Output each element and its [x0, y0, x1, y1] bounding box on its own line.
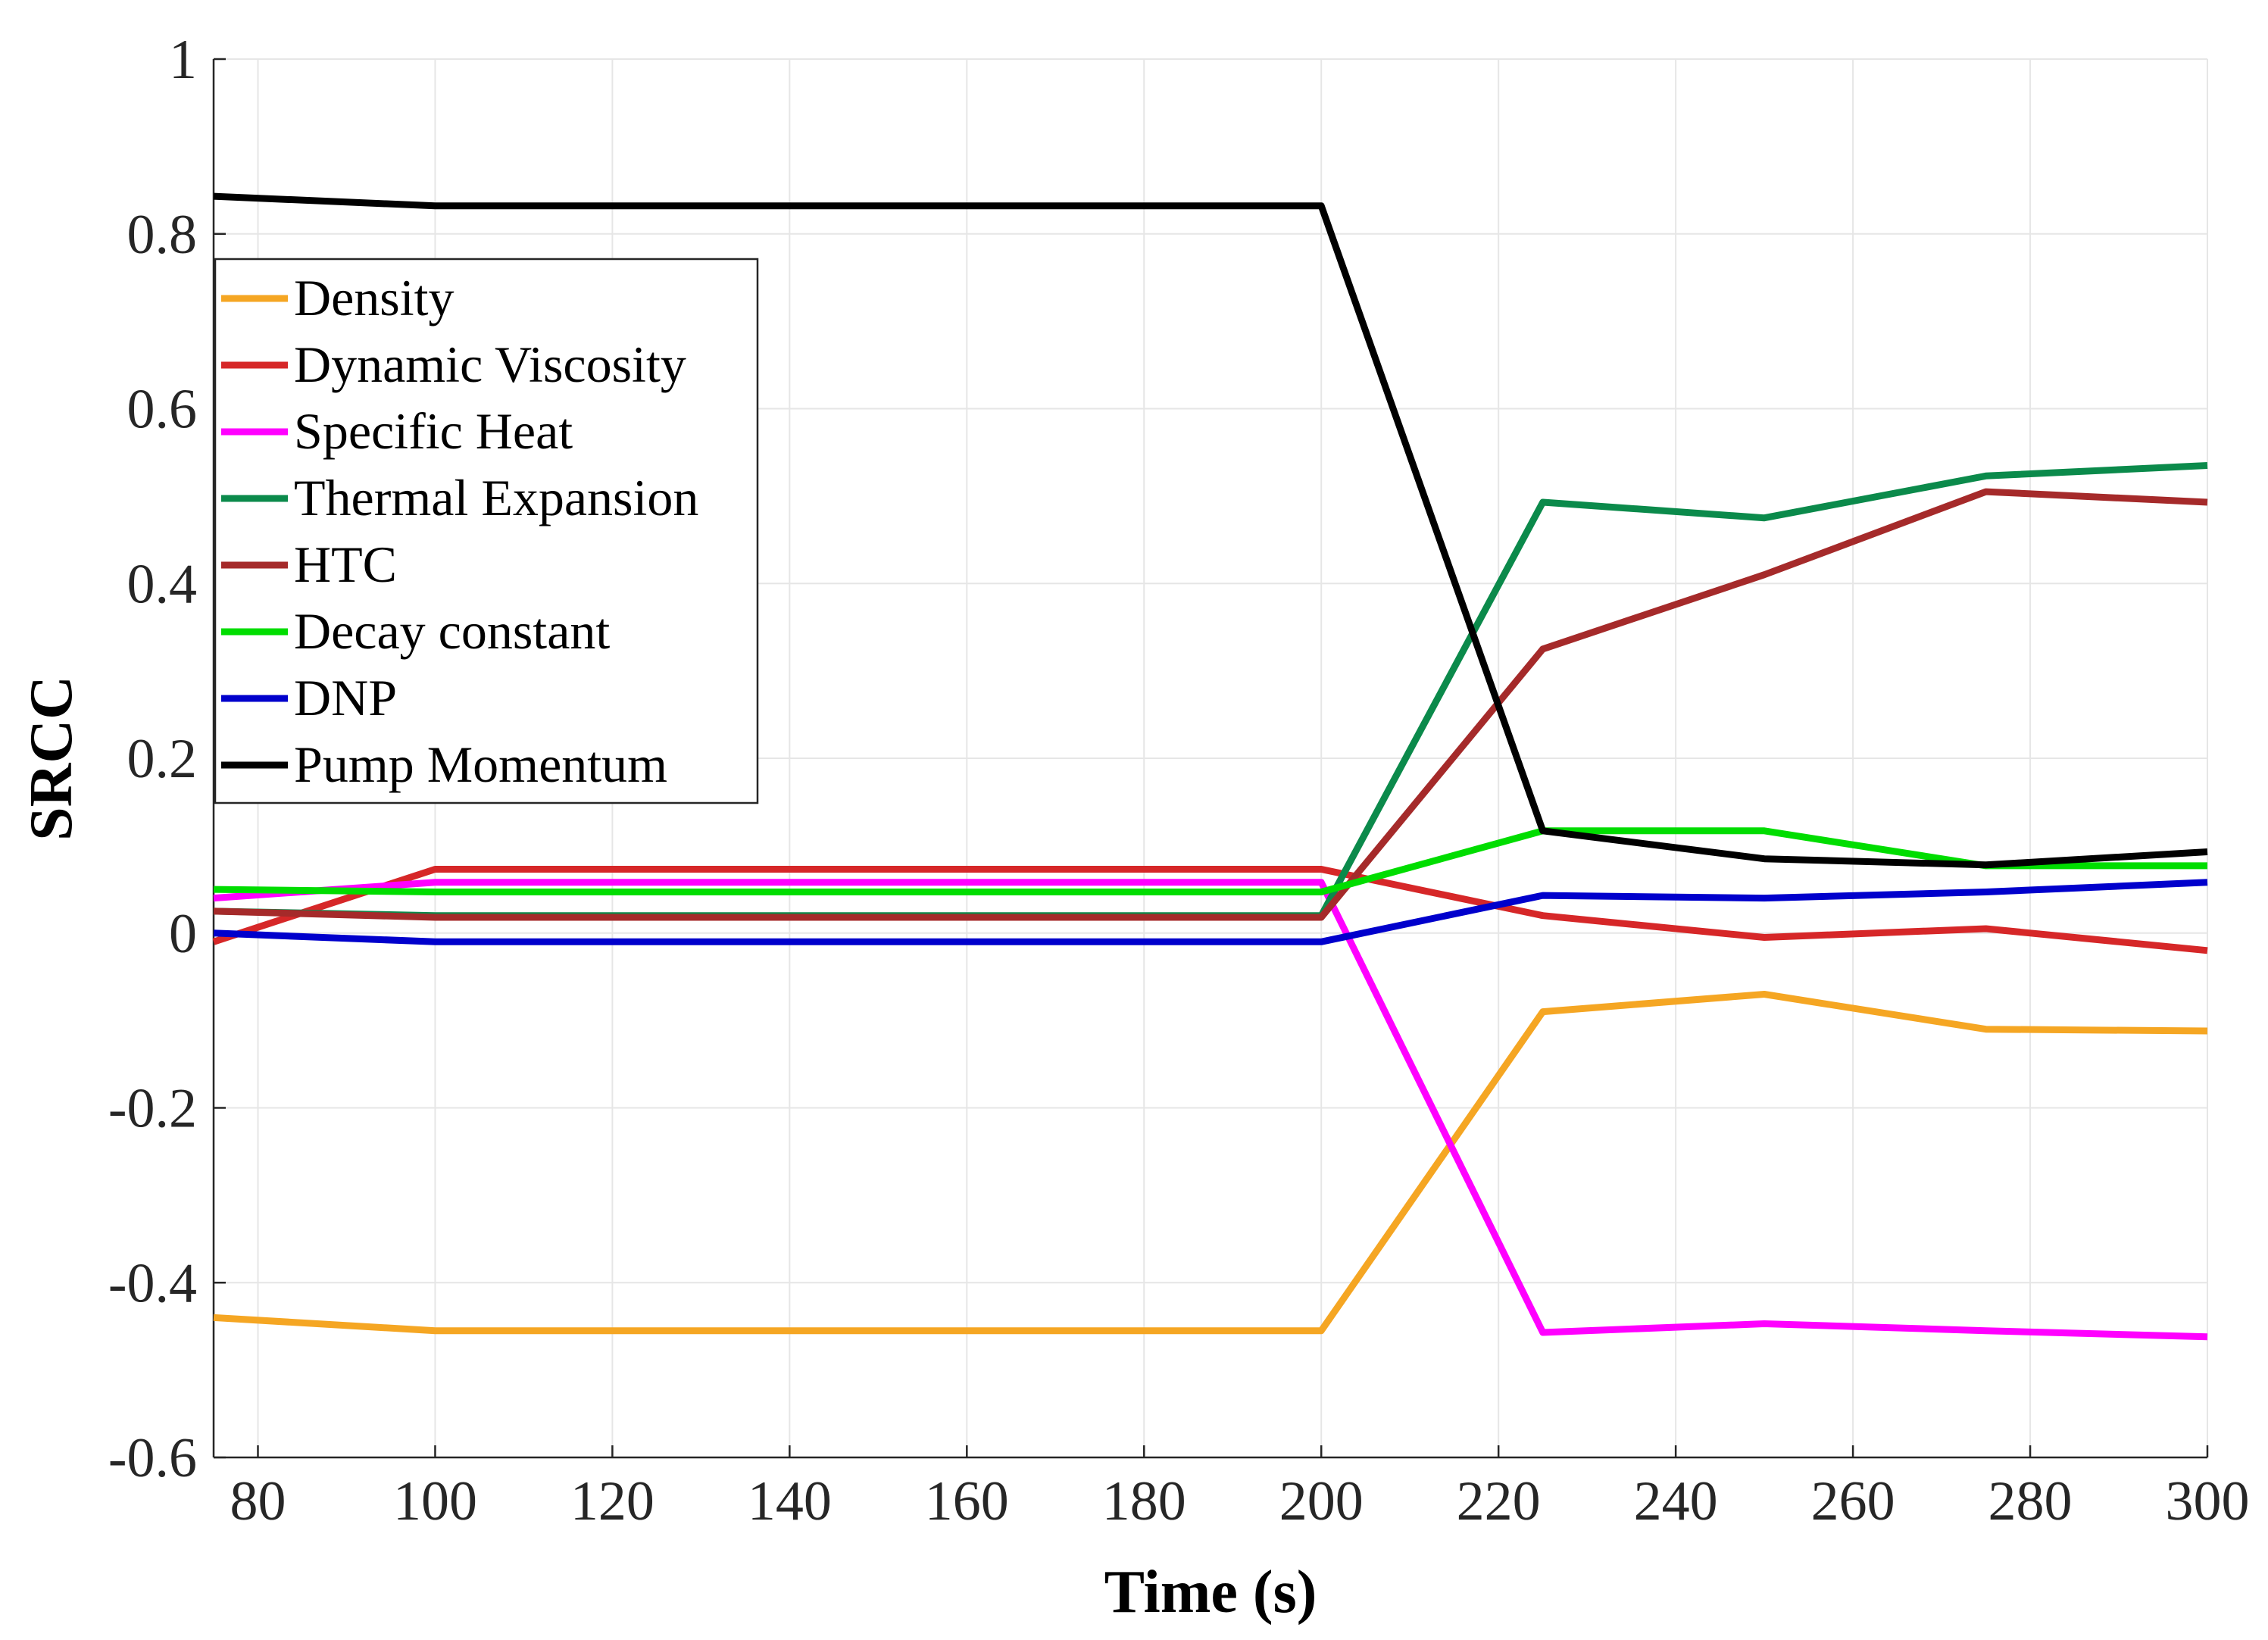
x-tick-label: 80	[230, 1470, 286, 1532]
legend: Density Dynamic Viscosity Specific Heat The…	[214, 258, 759, 804]
series-lines	[212, 192, 2208, 1341]
x-tick-label: 200	[1279, 1470, 1364, 1532]
tick-labels: 80 100 120 140 160 180 200 220 240 260 280 300 -0.6 -…	[108, 29, 2250, 1532]
x-tick-label: 100	[393, 1470, 477, 1532]
legend-label: Dynamic Viscosity	[294, 336, 686, 393]
y-tick-label: -0.4	[108, 1252, 197, 1314]
series-line-density	[213, 991, 2208, 1335]
x-axis-title: Time (s)	[1104, 1559, 1317, 1626]
x-tick-label: 120	[570, 1470, 654, 1532]
y-tick-label: -0.6	[108, 1427, 197, 1489]
x-tick-label: 280	[1988, 1470, 2073, 1532]
legend-box	[214, 258, 759, 804]
x-tick-label: 220	[1457, 1470, 1541, 1532]
series-line-dnp	[213, 879, 2208, 945]
x-tick-label: 300	[2166, 1470, 2250, 1532]
x-tick-label: 160	[925, 1470, 1009, 1532]
legend-label: Thermal Expansion	[294, 469, 698, 526]
series-line-pump-momentum	[213, 192, 2208, 869]
legend-label: Pump Momentum	[294, 736, 667, 793]
y-tick-label: 0.4	[127, 553, 198, 615]
legend-label: DNP	[294, 669, 397, 726]
legend-label: HTC	[294, 536, 397, 593]
y-tick-label: 0	[169, 903, 197, 965]
series-line-dynamic-viscosity	[212, 866, 2208, 954]
x-tick-label: 180	[1102, 1470, 1186, 1532]
x-tick-label: 240	[1634, 1470, 1718, 1532]
x-tick-label: 260	[1811, 1470, 1895, 1532]
legend-label: Decay constant	[294, 602, 610, 660]
y-tick-label: 1	[169, 29, 197, 91]
x-tick-label: 140	[748, 1470, 832, 1532]
legend-label: Density	[294, 269, 455, 326]
y-tick-label: -0.2	[108, 1078, 197, 1140]
y-axis-title: SRCC	[18, 676, 85, 841]
y-tick-label: 0.6	[127, 379, 198, 441]
y-tick-label: 0.2	[127, 728, 198, 790]
series-line-specific-heat	[213, 879, 2208, 1341]
legend-label: Specific Heat	[294, 402, 573, 460]
series-line-htc	[213, 488, 2208, 921]
y-tick-label: 0.8	[127, 204, 198, 266]
